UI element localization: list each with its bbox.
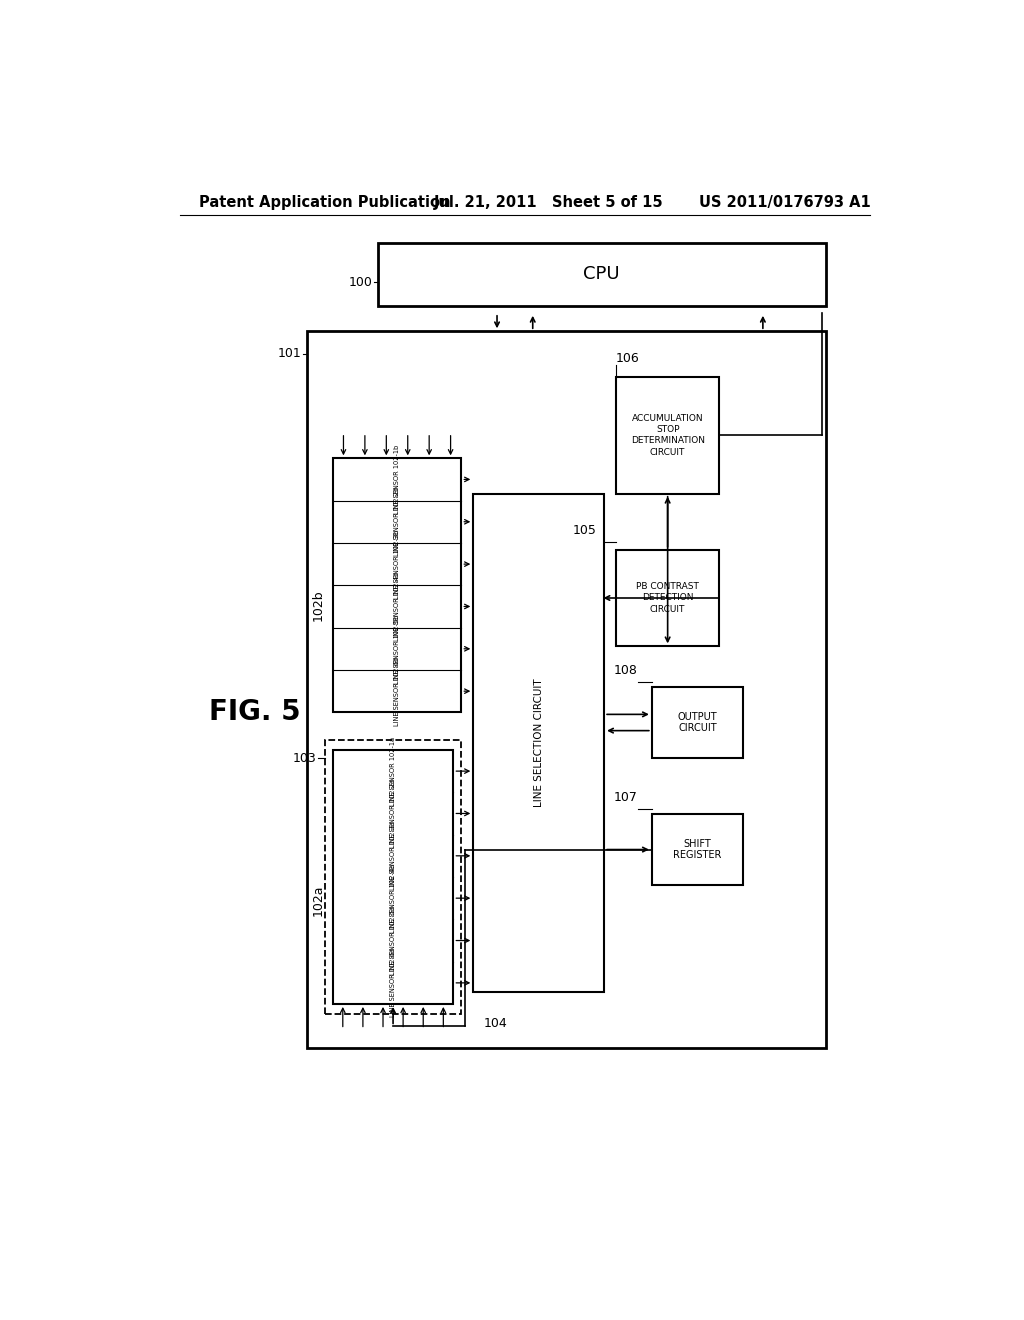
Bar [333,458,461,713]
Text: 102a: 102a [312,884,325,916]
Text: LINE SENSOR 102-3a: LINE SENSOR 102-3a [390,821,396,891]
Text: PB CONTRAST
DETECTION
CIRCUIT: PB CONTRAST DETECTION CIRCUIT [636,582,699,614]
Text: LINE SENSOR 102-6a: LINE SENSOR 102-6a [390,948,396,1018]
Text: LINE SENSOR 102-3b: LINE SENSOR 102-3b [394,529,400,599]
Bar [306,331,826,1048]
Text: 101: 101 [278,347,301,360]
Text: LINE SENSOR 102-4a: LINE SENSOR 102-4a [390,863,396,933]
Text: US 2011/0176793 A1: US 2011/0176793 A1 [699,194,871,210]
Bar [616,549,719,647]
Bar [473,494,604,991]
Text: LINE SENSOR 102-1a: LINE SENSOR 102-1a [390,737,396,805]
Text: 106: 106 [616,351,640,364]
Text: CPU: CPU [584,265,621,284]
Bar [652,686,743,758]
Text: LINE SENSOR 102-6b: LINE SENSOR 102-6b [394,656,400,726]
Text: Patent Application Publication: Patent Application Publication [200,194,451,210]
Text: ACCUMULATION
STOP
DETERMINATION
CIRCUIT: ACCUMULATION STOP DETERMINATION CIRCUIT [631,414,705,457]
Text: LINE SENSOR 102-5a: LINE SENSOR 102-5a [390,906,396,975]
Text: Jul. 21, 2011   Sheet 5 of 15: Jul. 21, 2011 Sheet 5 of 15 [433,194,664,210]
Text: 104: 104 [483,1018,507,1030]
Text: 100: 100 [348,276,373,289]
Bar [652,814,743,886]
Text: FIG. 5: FIG. 5 [209,698,301,726]
Text: LINE SENSOR 102-4b: LINE SENSOR 102-4b [394,572,400,642]
Text: LINE SELECTION CIRCUIT: LINE SELECTION CIRCUIT [534,678,544,807]
Text: LINE SENSOR 102-1b: LINE SENSOR 102-1b [394,445,400,513]
Text: OUTPUT
CIRCUIT: OUTPUT CIRCUIT [678,711,717,734]
Bar [616,378,719,494]
Text: LINE SENSOR 102-5b: LINE SENSOR 102-5b [394,614,400,684]
Bar [333,750,454,1005]
Text: 107: 107 [613,791,638,804]
Bar [325,739,461,1014]
Text: SHIFT
REGISTER: SHIFT REGISTER [673,838,722,861]
Text: 103: 103 [293,751,316,764]
Text: LINE SENSOR 102-2b: LINE SENSOR 102-2b [394,487,400,557]
Text: LINE SENSOR 102-2a: LINE SENSOR 102-2a [390,779,396,847]
Text: 102b: 102b [312,590,325,622]
Text: 108: 108 [613,664,638,677]
Text: 105: 105 [572,524,596,536]
Bar [378,243,826,306]
